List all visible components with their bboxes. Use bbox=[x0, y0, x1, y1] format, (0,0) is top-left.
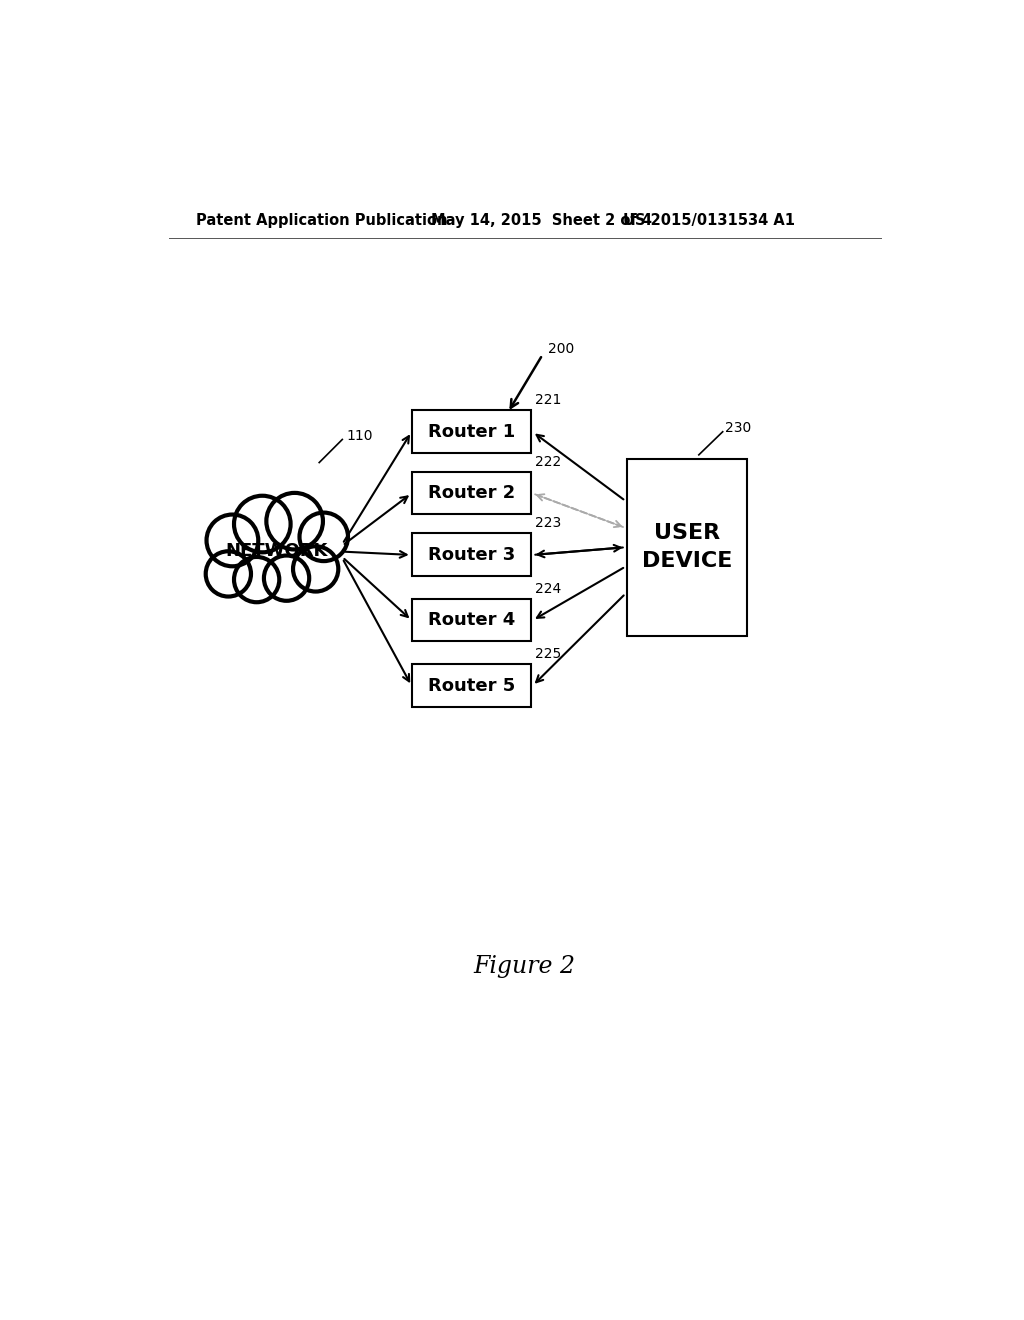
Text: Patent Application Publication: Patent Application Publication bbox=[196, 213, 447, 227]
Text: Router 5: Router 5 bbox=[428, 677, 515, 694]
Text: US 2015/0131534 A1: US 2015/0131534 A1 bbox=[624, 213, 796, 227]
Text: Router 4: Router 4 bbox=[428, 611, 515, 630]
Text: 110: 110 bbox=[346, 429, 373, 442]
Bar bbox=[628, 459, 746, 636]
Text: 225: 225 bbox=[535, 647, 561, 661]
Bar bbox=[412, 533, 531, 576]
Text: Figure 2: Figure 2 bbox=[474, 956, 575, 978]
Text: May 14, 2015  Sheet 2 of 4: May 14, 2015 Sheet 2 of 4 bbox=[431, 213, 652, 227]
Bar bbox=[412, 471, 531, 515]
Text: 221: 221 bbox=[535, 393, 561, 407]
Text: Router 1: Router 1 bbox=[428, 422, 515, 441]
Text: USER
DEVICE: USER DEVICE bbox=[642, 523, 732, 572]
Bar bbox=[412, 599, 531, 642]
Text: Router 2: Router 2 bbox=[428, 484, 515, 503]
Text: 230: 230 bbox=[725, 421, 752, 434]
Text: NETWORK: NETWORK bbox=[225, 543, 328, 560]
Text: 222: 222 bbox=[535, 454, 561, 469]
Text: 224: 224 bbox=[535, 582, 561, 595]
Bar bbox=[412, 411, 531, 453]
Text: Router 3: Router 3 bbox=[428, 546, 515, 564]
Text: 200: 200 bbox=[548, 342, 574, 356]
Text: 223: 223 bbox=[535, 516, 561, 531]
Bar bbox=[412, 664, 531, 706]
